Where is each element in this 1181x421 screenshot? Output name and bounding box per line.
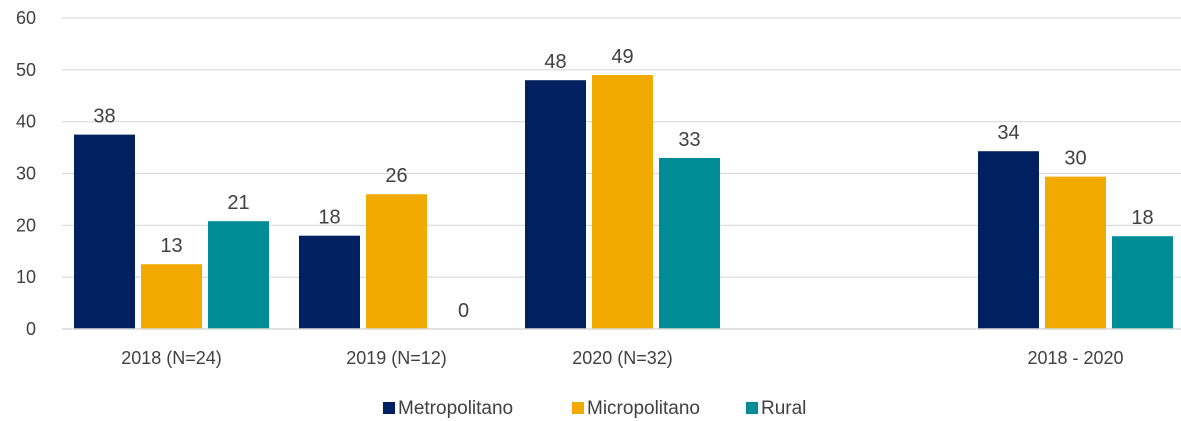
legend-swatch bbox=[572, 402, 584, 414]
data-label: 18 bbox=[318, 207, 340, 229]
bar-rural-4 bbox=[1112, 236, 1173, 329]
data-label: 48 bbox=[544, 51, 566, 73]
bar-metropolitano-3 bbox=[525, 80, 586, 329]
bars bbox=[74, 75, 1173, 330]
bar-rural-1 bbox=[208, 221, 269, 329]
data-label: 38 bbox=[93, 106, 115, 128]
x-category-label: 2020 (N=32) bbox=[572, 348, 673, 368]
legend-label: Rural bbox=[761, 398, 806, 419]
bar-metropolitano-2 bbox=[299, 235, 360, 329]
y-tick-label: 40 bbox=[16, 112, 36, 132]
legend-label: Metropolitano bbox=[398, 398, 513, 419]
data-label: 21 bbox=[227, 192, 249, 214]
x-axis-categories: 2018 (N=24) 2019 (N=12) 2020 (N=32) 2018 - … bbox=[121, 348, 1123, 368]
bar-micropolitano-3 bbox=[592, 75, 653, 330]
bar-micropolitano-1 bbox=[141, 264, 202, 329]
x-category-label: 2018 - 2020 bbox=[1027, 348, 1123, 368]
legend-item-metropolitano[interactable]: Metropolitano bbox=[383, 398, 513, 419]
y-tick-label: 10 bbox=[16, 267, 36, 287]
data-label: 18 bbox=[1131, 207, 1153, 229]
y-tick-label: 30 bbox=[16, 164, 36, 184]
legend-item-rural[interactable]: Rural bbox=[746, 398, 806, 419]
y-tick-label: 0 bbox=[26, 319, 36, 339]
legend-label: Micropolitano bbox=[587, 398, 700, 419]
data-label: 0 bbox=[458, 300, 469, 322]
y-tick-label: 60 bbox=[16, 8, 36, 28]
bar-rural-3 bbox=[659, 157, 720, 329]
data-label: 13 bbox=[160, 235, 182, 257]
y-axis-ticks: 0 10 20 30 40 50 60 bbox=[16, 8, 36, 339]
x-category-label: 2018 (N=24) bbox=[121, 348, 222, 368]
y-tick-label: 20 bbox=[16, 215, 36, 235]
data-label: 33 bbox=[678, 129, 700, 151]
legend[interactable]: Metropolitano Micropolitano Rural bbox=[383, 398, 806, 419]
data-label: 49 bbox=[611, 46, 633, 68]
bar-micropolitano-4 bbox=[1045, 176, 1106, 329]
legend-swatch bbox=[383, 402, 395, 414]
legend-item-micropolitano[interactable]: Micropolitano bbox=[572, 398, 700, 419]
data-label: 30 bbox=[1064, 148, 1086, 170]
data-labels: 38 13 21 18 26 0 48 49 33 34 30 18 bbox=[93, 46, 1153, 322]
data-label: 34 bbox=[997, 122, 1019, 144]
bar-micropolitano-2 bbox=[366, 194, 427, 329]
bar-metropolitano-4 bbox=[978, 151, 1039, 329]
y-tick-label: 50 bbox=[16, 60, 36, 80]
data-label: 26 bbox=[385, 165, 407, 187]
bar-metropolitano-1 bbox=[74, 134, 135, 329]
x-category-label: 2019 (N=12) bbox=[346, 348, 447, 368]
legend-swatch bbox=[746, 402, 758, 414]
